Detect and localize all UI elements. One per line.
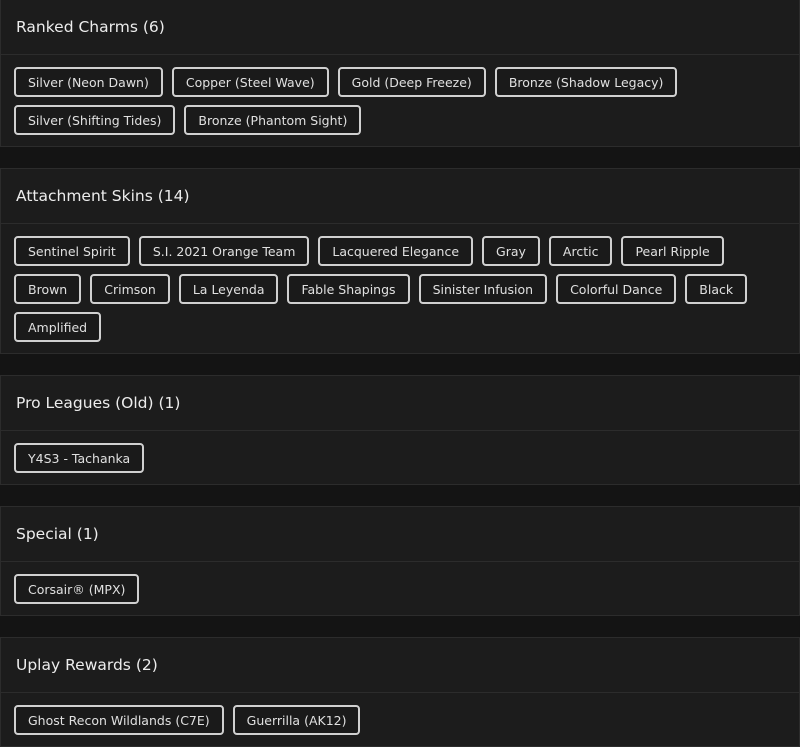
item-chip[interactable]: Fable Shapings (287, 274, 410, 304)
item-chip[interactable]: Silver (Neon Dawn) (14, 67, 163, 97)
item-chip[interactable]: Sentinel Spirit (14, 236, 130, 266)
item-chip[interactable]: Bronze (Shadow Legacy) (494, 67, 678, 97)
section-card: Special (1) Corsair® (MPX) (0, 506, 800, 616)
section-title: Attachment Skins (14) (1, 169, 799, 224)
section-card: Pro Leagues (Old) (1) Y4S3 - Tachanka (0, 375, 800, 485)
chip-list: Silver (Neon Dawn) Copper (Steel Wave) Gol… (1, 55, 799, 146)
section-card: Ranked Charms (6) Silver (Neon Dawn) Coppe… (0, 0, 800, 147)
item-chip[interactable]: Gold (Deep Freeze) (337, 67, 486, 97)
chip-list: Y4S3 - Tachanka (1, 431, 799, 484)
chip-list: Ghost Recon Wildlands (C7E) Guerrilla (AK… (1, 693, 799, 746)
item-chip[interactable]: Gray (482, 236, 540, 266)
item-chip[interactable]: Colorful Dance (556, 274, 677, 304)
section-title: Uplay Rewards (2) (1, 638, 799, 693)
item-chip[interactable]: Bronze (Phantom Sight) (184, 105, 362, 135)
item-chip[interactable]: Corsair® (MPX) (14, 574, 140, 604)
item-chip[interactable]: La Leyenda (178, 274, 279, 304)
section-title: Special (1) (1, 507, 799, 562)
section-title: Ranked Charms (6) (1, 0, 799, 55)
item-chip[interactable]: Brown (14, 274, 82, 304)
section-card: Uplay Rewards (2) Ghost Recon Wildlands (… (0, 637, 800, 747)
section-title: Pro Leagues (Old) (1) (1, 376, 799, 431)
item-chip[interactable]: Guerrilla (AK12) (232, 705, 361, 735)
item-chip[interactable]: Silver (Shifting Tides) (14, 105, 176, 135)
item-chip[interactable]: Amplified (14, 312, 102, 342)
item-chip[interactable]: Pearl Ripple (621, 236, 724, 266)
item-chip[interactable]: Black (685, 274, 748, 304)
item-chip[interactable]: Arctic (548, 236, 613, 266)
item-chip[interactable]: Y4S3 - Tachanka (14, 443, 145, 473)
item-chip[interactable]: Copper (Steel Wave) (171, 67, 329, 97)
section-card: Attachment Skins (14) Sentinel Spirit S.I.… (0, 168, 800, 354)
item-chip[interactable]: S.I. 2021 Orange Team (138, 236, 310, 266)
item-chip[interactable]: Crimson (90, 274, 170, 304)
item-chip[interactable]: Sinister Infusion (418, 274, 548, 304)
chip-list: Sentinel Spirit S.I. 2021 Orange Team Lacq… (1, 224, 799, 353)
item-chip[interactable]: Ghost Recon Wildlands (C7E) (14, 705, 224, 735)
item-chip[interactable]: Lacquered Elegance (318, 236, 474, 266)
chip-list: Corsair® (MPX) (1, 562, 799, 615)
